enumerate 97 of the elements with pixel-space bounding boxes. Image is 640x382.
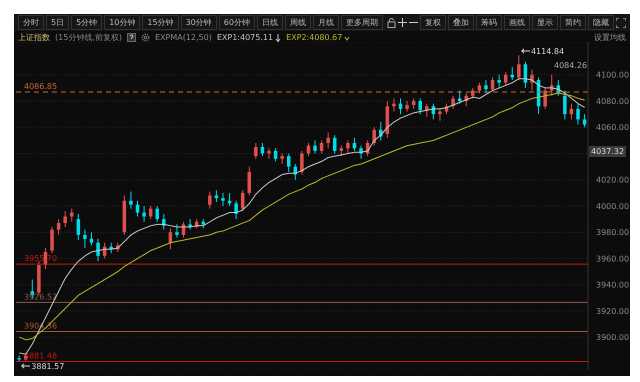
- candlestick: [63, 210, 67, 228]
- candlestick: [248, 166, 252, 196]
- text: 设置均线: [594, 32, 626, 43]
- y-tick-label: 3920.00: [596, 306, 630, 316]
- text: 10分钟: [104, 15, 140, 30]
- candlestick: [175, 224, 179, 238]
- legend-title: EXPMA(12,50): [154, 33, 212, 42]
- y-tick-label: 4100.00: [596, 70, 630, 80]
- candlestick: [96, 238, 100, 262]
- text: 月线: [312, 15, 339, 30]
- candlestick: [155, 206, 159, 222]
- candlestick: [70, 208, 74, 222]
- y-tick-label: 3980.00: [596, 228, 630, 238]
- candlestick: [202, 218, 205, 229]
- legend-label: EXP2:4080.67: [286, 33, 344, 42]
- candlestick: [280, 153, 284, 165]
- candlestick: [418, 98, 422, 115]
- text: 30分钟: [180, 15, 217, 30]
- chart-title: 上证指数: [18, 32, 50, 43]
- text: 周线: [284, 15, 311, 30]
- candlestick: [274, 148, 278, 162]
- candlestick: [228, 192, 232, 206]
- candlestick: [352, 137, 356, 152]
- text: 日线: [256, 15, 283, 30]
- y-tick-label: 3900.00: [596, 333, 630, 342]
- candlestick: [412, 98, 416, 110]
- candlestick: [267, 148, 271, 160]
- candlestick: [543, 87, 547, 110]
- candlestick: [208, 191, 212, 210]
- candlestick: [392, 98, 396, 112]
- ref-line-label: 4086.85: [24, 82, 58, 92]
- candlestick: [326, 132, 330, 149]
- candlestick: [142, 206, 146, 222]
- candlestick: [320, 140, 324, 154]
- candlestick: [214, 190, 218, 203]
- y-tick-label: 4000.00: [596, 202, 630, 211]
- text: 复权: [420, 15, 446, 30]
- candlestick: [471, 87, 475, 99]
- text: 60分钟: [218, 15, 255, 30]
- text: 简约: [560, 15, 586, 30]
- candlestick: [300, 150, 304, 176]
- candlestick: [524, 61, 528, 88]
- candlestick: [136, 200, 140, 217]
- candlestick: [313, 140, 317, 154]
- candlestick: [438, 108, 442, 122]
- y-tick-label: 4060.00: [596, 123, 630, 132]
- chart-subtitle: (15分钟线,前复权): [55, 32, 122, 43]
- annotation: 3881.57: [31, 362, 64, 371]
- candlestick: [76, 213, 80, 241]
- text: 隐藏: [588, 15, 614, 30]
- candlestick: [458, 90, 462, 104]
- candlestick: [570, 103, 574, 120]
- text: 5分钟: [71, 15, 102, 30]
- candlestick: [346, 140, 350, 154]
- candlestick: [234, 200, 238, 220]
- candlestick: [510, 66, 514, 81]
- candlestick: [221, 192, 225, 206]
- candlestick: [478, 82, 482, 94]
- text: 筹码: [476, 15, 502, 30]
- text: 5日: [46, 15, 70, 30]
- candlestick: [240, 190, 244, 212]
- candlestick: [50, 226, 54, 254]
- candlestick: [254, 142, 258, 160]
- candlestick: [340, 145, 344, 157]
- y-tick-label: 4080.00: [596, 96, 630, 106]
- candlestick: [148, 206, 152, 220]
- candlestick: [56, 218, 60, 236]
- legend-label: EXP1:4075.11: [216, 33, 274, 42]
- text: 叠加: [448, 15, 474, 30]
- candlestick: [517, 54, 521, 81]
- text: 4037.32: [589, 146, 626, 157]
- candlestick: [405, 100, 409, 112]
- candlestick: [83, 229, 87, 248]
- candlestick: [497, 74, 501, 88]
- text: 15分钟: [142, 15, 179, 30]
- candlestick: [260, 142, 264, 157]
- candlestick: [306, 142, 310, 157]
- text: 分时: [18, 15, 44, 30]
- annotation: 4114.84: [530, 46, 564, 56]
- candlestick: [102, 242, 106, 259]
- candlestick: [168, 228, 172, 250]
- candlestick: [286, 153, 290, 172]
- text: 画线: [504, 15, 530, 30]
- candlestick: [490, 76, 494, 92]
- annotation: 4084.26: [554, 61, 588, 70]
- candlestick: [504, 72, 508, 86]
- candlestick: [582, 114, 586, 128]
- candlestick: [182, 221, 186, 238]
- y-tick-label: 3940.00: [596, 280, 630, 290]
- y-tick-label: 4020.00: [596, 176, 630, 185]
- candlestick: [563, 90, 567, 120]
- candlestick: [332, 134, 336, 154]
- candlestick: [398, 98, 402, 115]
- text: 显示: [532, 15, 558, 30]
- candlestick: [576, 103, 580, 126]
- y-tick-label: 3960.00: [596, 254, 630, 264]
- text: 更多周期: [340, 15, 383, 30]
